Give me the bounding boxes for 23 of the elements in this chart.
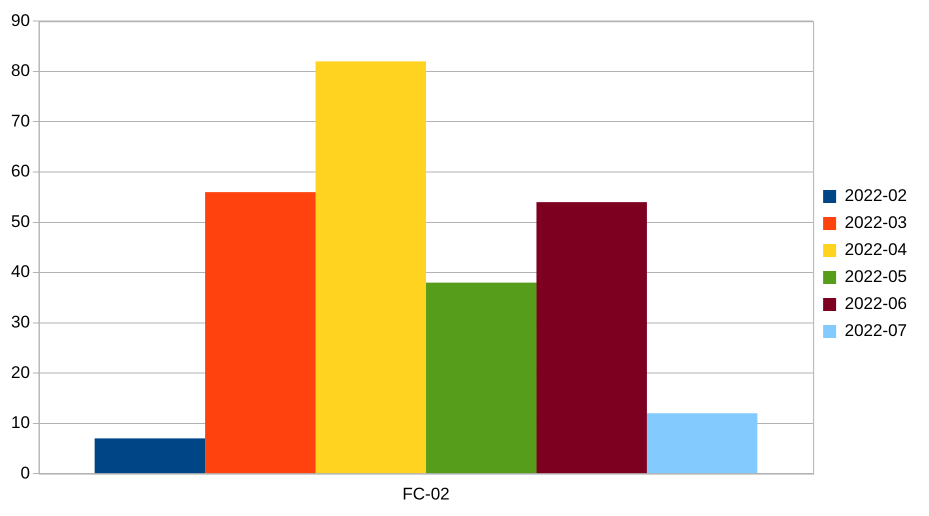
bar [316, 61, 426, 474]
bar [426, 282, 536, 474]
y-tick-label: 90 [10, 10, 30, 30]
legend-label: 2022-05 [844, 267, 907, 286]
y-tick-label: 30 [10, 312, 30, 332]
y-tick-label: 60 [10, 162, 30, 181]
bar [94, 438, 206, 474]
y-tick-label: 10 [10, 413, 30, 432]
legend-label: 2022-07 [844, 321, 907, 340]
y-tick-label: 0 [20, 463, 30, 482]
legend-label: 2022-02 [844, 186, 907, 206]
legend-label: 2022-04 [844, 240, 907, 260]
y-tick-label: 70 [10, 111, 30, 130]
bar [536, 202, 647, 474]
y-tick-label: 50 [10, 212, 30, 231]
legend-label: 2022-03 [844, 213, 907, 232]
bar [646, 413, 758, 474]
y-tick-label: 20 [10, 362, 30, 382]
bar [205, 192, 316, 474]
y-tick-label: 40 [10, 262, 30, 282]
y-tick-label: 80 [10, 61, 30, 80]
x-tick-label: FC-02 [402, 484, 450, 504]
legend-label: 2022-06 [844, 294, 907, 314]
